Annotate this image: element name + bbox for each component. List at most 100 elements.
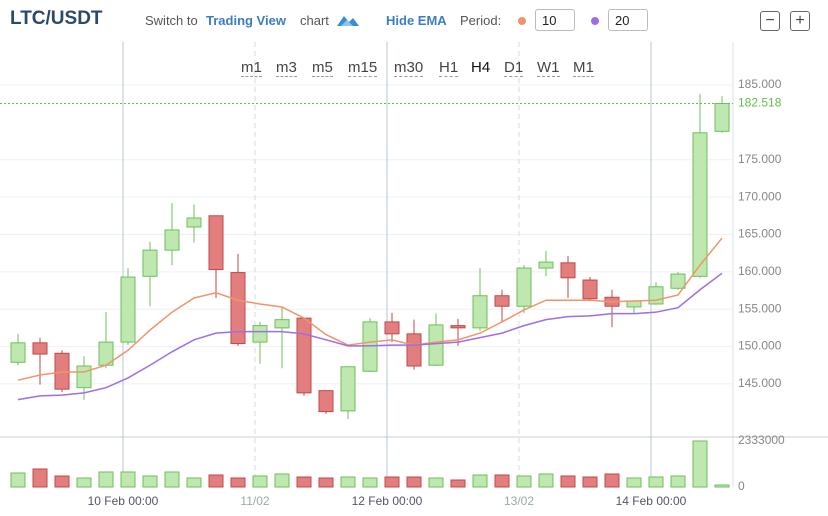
candle-body xyxy=(670,273,686,289)
last-price-label: 182.518 xyxy=(738,96,782,110)
zoom-out[interactable]: − xyxy=(760,11,780,31)
candle-body xyxy=(648,286,664,305)
hide-ema[interactable]: Hide EMA xyxy=(386,13,447,28)
y-tick-label: 160.000 xyxy=(738,264,782,278)
volume-bar xyxy=(560,475,576,488)
candle-body xyxy=(296,317,312,394)
y-tick-label: 185.000 xyxy=(738,77,782,91)
candle-body xyxy=(120,276,136,343)
volume-bar xyxy=(714,484,730,488)
timeframe[interactable]: H1 xyxy=(439,59,459,77)
volume-bar xyxy=(582,476,598,488)
candle-body xyxy=(582,279,598,300)
volume-bar xyxy=(340,476,356,488)
volume-bar xyxy=(142,475,158,488)
volume-bar xyxy=(494,474,510,488)
volume-bar xyxy=(604,473,620,488)
y-tick-label: 165.000 xyxy=(738,227,782,241)
switch-prefix: Switch to xyxy=(145,13,198,28)
timeframe[interactable]: m30 xyxy=(394,59,424,77)
ema-period-input[interactable]: 10 xyxy=(535,9,575,31)
volume-bar xyxy=(626,477,642,488)
period-label: Period: xyxy=(460,13,502,28)
volume-bar xyxy=(670,475,686,488)
candle-body xyxy=(230,272,246,345)
volume-bar xyxy=(208,474,224,488)
volume-bar xyxy=(516,475,532,488)
volume-bar xyxy=(692,440,708,488)
candle-body xyxy=(450,325,466,329)
candle-body xyxy=(186,217,202,228)
volume-bar xyxy=(98,471,114,488)
candle-body xyxy=(32,342,48,355)
volume-bar xyxy=(406,476,422,488)
timeframe[interactable]: m15 xyxy=(348,59,378,77)
candle-body xyxy=(494,295,510,307)
volume-bar xyxy=(76,477,92,488)
x-tick-label: 10 Feb 00:00 xyxy=(88,494,159,508)
switch-suffix: chart xyxy=(300,13,329,28)
volume-bar xyxy=(428,477,444,488)
ema-period-input[interactable]: 20 xyxy=(608,9,648,31)
volume-bar xyxy=(32,468,48,488)
volume-bar xyxy=(318,477,334,488)
trading-view-link[interactable]: Trading View xyxy=(206,13,286,28)
volume-bar xyxy=(472,474,488,488)
ema-line xyxy=(17,237,723,381)
y-tick-label: 150.000 xyxy=(738,339,782,353)
volume-bar xyxy=(362,477,378,488)
volume-tick-label: 0 xyxy=(738,479,745,493)
timeframe[interactable]: m3 xyxy=(276,59,297,77)
tv-icon[interactable] xyxy=(335,11,361,29)
volume-bar xyxy=(120,471,136,488)
y-tick-label: 155.000 xyxy=(738,301,782,315)
volume-bar xyxy=(384,476,400,488)
candle-body xyxy=(142,249,158,277)
candle-body xyxy=(384,321,400,335)
candle-body xyxy=(538,261,554,269)
candle-body xyxy=(406,333,422,367)
volume-bar xyxy=(54,475,70,488)
candle-body xyxy=(516,267,532,307)
timeframe[interactable]: M1 xyxy=(573,59,594,77)
candle-body xyxy=(10,342,26,363)
volume-bar xyxy=(164,471,180,488)
ema-dot xyxy=(591,17,599,25)
candle-body xyxy=(208,215,224,271)
volume-bar xyxy=(648,476,664,488)
y-tick-label: 170.000 xyxy=(738,189,782,203)
volume-bar xyxy=(10,472,26,488)
candle-body xyxy=(692,132,708,277)
candle-body xyxy=(714,103,730,132)
candle-body xyxy=(76,365,92,389)
timeframe[interactable]: m1 xyxy=(241,59,262,77)
candle-body xyxy=(472,295,488,329)
ema-dot xyxy=(518,17,526,25)
x-tick-label: 11/02 xyxy=(240,494,269,508)
y-tick-label: 145.000 xyxy=(738,376,782,390)
volume-bar xyxy=(538,473,554,488)
candle-body xyxy=(274,319,290,329)
x-tick-label: 14 Feb 00:00 xyxy=(616,494,687,508)
candle-body xyxy=(560,262,576,279)
volume-bar xyxy=(296,476,312,488)
timeframe[interactable]: m5 xyxy=(312,59,333,77)
volume-bar xyxy=(252,475,268,488)
volume-bar xyxy=(450,479,466,488)
y-tick-label: 175.000 xyxy=(738,152,782,166)
timeframe[interactable]: W1 xyxy=(537,59,560,77)
candle-body xyxy=(164,229,180,251)
candle-body xyxy=(428,324,444,366)
symbol: LTC/USDT xyxy=(10,8,103,29)
x-tick-label: 13/02 xyxy=(504,494,534,508)
x-tick-label: 12 Feb 00:00 xyxy=(352,494,423,508)
volume-bar xyxy=(274,473,290,488)
ema-line xyxy=(17,272,723,401)
candle-body xyxy=(340,366,356,412)
timeframe[interactable]: H4 xyxy=(471,59,491,76)
zoom-in[interactable]: + xyxy=(790,11,810,31)
timeframe[interactable]: D1 xyxy=(504,59,524,77)
candle-body xyxy=(318,390,334,413)
